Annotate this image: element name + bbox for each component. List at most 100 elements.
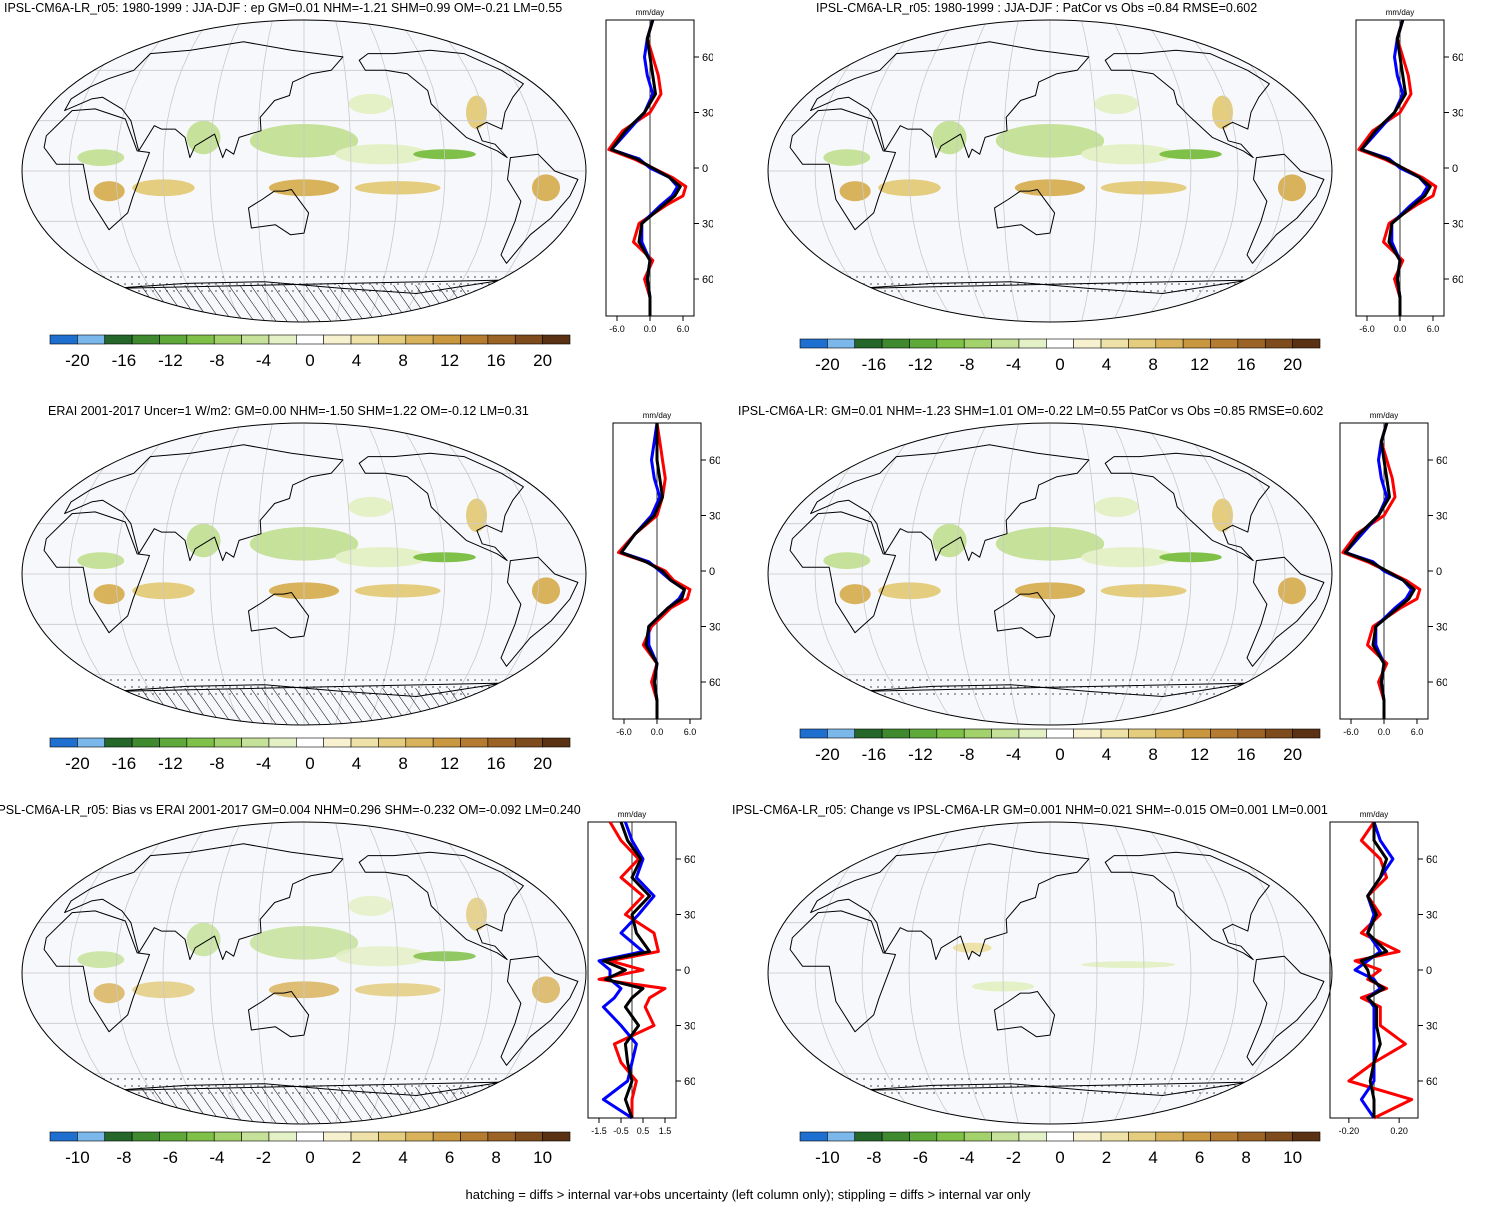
x-tick-label: 0.0 (651, 727, 664, 737)
colorbar-tick-label: 6 (1195, 1148, 1204, 1167)
colorbar-swatch (323, 737, 352, 748)
continent-south-america (500, 955, 579, 1066)
continent-australia (994, 592, 1056, 639)
colorbar-swatch (963, 338, 992, 349)
y-tick-label: 30N (1436, 511, 1447, 523)
continent-north-america (1104, 452, 1270, 562)
colorbar-tick-label: 4 (1102, 745, 1111, 764)
zonal-mean-profile: mm/day 60N 30N 0 30S 60S -0.20 0.20 (1329, 810, 1437, 1136)
precip-anomaly-patch (531, 577, 561, 605)
colorbar-tick-label: 20 (1283, 745, 1302, 764)
precip-anomaly-patch (823, 552, 871, 569)
colorbar-swatch (1073, 728, 1102, 739)
colorbar-tick-label: -16 (862, 355, 887, 374)
colorbar-swatch (432, 1131, 461, 1142)
colorbar-swatch (1210, 338, 1239, 349)
continent-south-america (500, 556, 579, 667)
precip-anomaly-patch (839, 181, 871, 202)
longitude-gridline (1144, 423, 1192, 725)
profile-series-line (1360, 19, 1429, 316)
panel-title: IPSL-CM6A-LR_r05: 1980-1999 : JJA-DJF : … (816, 1, 1258, 15)
stippling-region (98, 1077, 498, 1096)
continent-africa (789, 511, 896, 634)
colorbar-swatch (542, 1131, 571, 1142)
world-map (767, 19, 1333, 323)
precip-anomaly-patch (531, 976, 561, 1004)
colorbar-swatch (77, 737, 106, 748)
colorbar-swatch (963, 1131, 992, 1142)
y-tick-label: 0 (1426, 965, 1432, 977)
x-tick-label: -6.0 (609, 324, 625, 334)
colorbar-swatch (1210, 728, 1239, 739)
colorbar-swatch (909, 1131, 938, 1142)
x-tick-label: 0.0 (644, 324, 657, 334)
colorbar-swatch (1018, 1131, 1047, 1142)
x-tick-label: 6.0 (677, 324, 690, 334)
y-tick-label: 60S (709, 677, 720, 689)
colorbar-swatch (1073, 1131, 1102, 1142)
colorbar-tick-label: 8 (1148, 355, 1157, 374)
colorbar-tick-label: -16 (112, 754, 137, 773)
colorbar-tick-label: 12 (1190, 745, 1209, 764)
continent-north-america (1104, 851, 1270, 961)
colorbar-swatch (213, 334, 242, 345)
colorbar-tick-label: -20 (815, 355, 840, 374)
colorbar-swatch (131, 737, 160, 748)
colorbar-tick-label: 16 (487, 754, 506, 773)
colorbar-tick-label: 0 (305, 1148, 314, 1167)
colorbar-tick-label: -8 (209, 754, 224, 773)
colorbar-swatch (991, 338, 1020, 349)
colorbar-swatch (1100, 728, 1129, 739)
continent-eurasia (810, 41, 1090, 159)
longitude-gridline (1081, 423, 1098, 725)
longitude-gridline (461, 822, 540, 1124)
longitude-gridline (1002, 822, 1019, 1124)
colorbar-swatch (460, 1131, 489, 1142)
colorbar-swatch (1237, 728, 1266, 739)
colorbar-swatch (1182, 728, 1211, 739)
longitude-gridline (861, 423, 925, 725)
y-tick-label: 30S (1436, 622, 1447, 634)
colorbar-tick-label: -4 (256, 351, 271, 370)
panel-title: IPSL-CM6A-LR_r05: Change vs IPSL-CM6A-LR… (732, 803, 1328, 817)
colorbar-swatch (104, 334, 133, 345)
colorbar-tick-label: 8 (1241, 1148, 1250, 1167)
y-tick-label: 60S (1426, 1076, 1437, 1088)
longitude-gridline (814, 20, 893, 322)
longitude-gridline (429, 423, 493, 725)
colorbar-swatch (487, 334, 516, 345)
colorbar-tick-label: 0 (305, 351, 314, 370)
colorbar-swatch (405, 1131, 434, 1142)
colorbar-swatch (1155, 728, 1184, 739)
y-tick-label: 60N (1426, 854, 1437, 866)
colorbar-tick-label: 0 (1055, 745, 1064, 764)
longitude-gridline (115, 423, 179, 725)
colorbar-swatch (49, 1131, 78, 1142)
continent-north-america (1104, 49, 1270, 159)
y-tick-label: 0 (684, 965, 690, 977)
longitude-gridline (461, 423, 540, 725)
precip-anomaly-patch (335, 946, 429, 967)
colorbar-tick-label: -16 (112, 351, 137, 370)
colorbar-swatch (49, 737, 78, 748)
colorbar-swatch (77, 1131, 106, 1142)
zonal-mean-profile: mm/day 60N 30N 0 30S 60S -6.0 0.0 6.0 (1339, 411, 1447, 737)
x-tick-label: -0.20 (1339, 1126, 1360, 1136)
world-map (21, 19, 587, 323)
colorbar-tick-label: -4 (209, 1148, 224, 1167)
colorbar-swatch (1182, 1131, 1211, 1142)
longitude-gridline (429, 822, 493, 1124)
colorbar-tick-label: -12 (158, 351, 183, 370)
colorbar-tick-label: 2 (352, 1148, 361, 1167)
colorbar-swatch (159, 1131, 188, 1142)
precip-anomaly-patch (1094, 93, 1139, 114)
x-tick-label: 0.5 (637, 1126, 650, 1136)
zonal-mean-profile: mm/day 60N 30N 0 30S 60S -6.0 0.0 6.0 (612, 411, 720, 737)
longitude-gridline (1081, 822, 1098, 1124)
zonal-mean-profile: mm/day 60N 30N 0 30S 60S -6.0 0.0 6.0 (1355, 8, 1463, 334)
colorbar-swatch (460, 334, 489, 345)
continent-australia (248, 592, 310, 639)
panel-bottom-right: IPSL-CM6A-LR_r05: Change vs IPSL-CM6A-LR… (732, 802, 1496, 1202)
x-tick-label: -1.5 (591, 1126, 607, 1136)
colorbar-swatch (991, 1131, 1020, 1142)
